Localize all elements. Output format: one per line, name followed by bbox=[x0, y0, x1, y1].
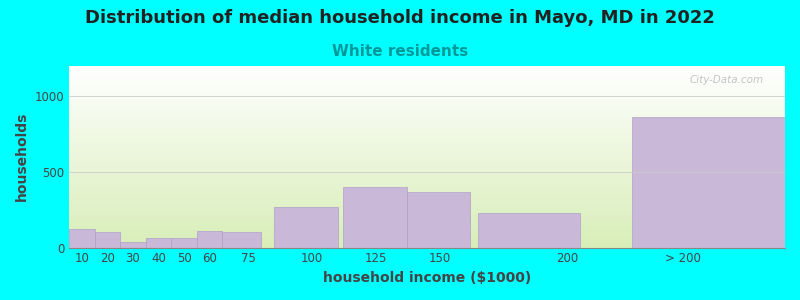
X-axis label: household income ($1000): household income ($1000) bbox=[323, 271, 531, 285]
Y-axis label: households: households bbox=[15, 112, 29, 202]
Bar bbox=[197, 231, 222, 247]
Bar bbox=[120, 242, 146, 247]
Text: Distribution of median household income in Mayo, MD in 2022: Distribution of median household income … bbox=[85, 9, 715, 27]
Bar bbox=[342, 187, 406, 247]
Bar bbox=[631, 117, 785, 248]
Bar bbox=[69, 230, 94, 247]
Bar bbox=[274, 207, 338, 248]
Text: City-Data.com: City-Data.com bbox=[690, 75, 763, 85]
Text: White residents: White residents bbox=[332, 44, 468, 59]
Bar bbox=[171, 238, 197, 248]
Bar bbox=[222, 232, 261, 247]
Bar bbox=[94, 232, 120, 247]
Bar bbox=[478, 213, 581, 248]
Bar bbox=[406, 192, 470, 248]
Bar bbox=[146, 238, 171, 248]
